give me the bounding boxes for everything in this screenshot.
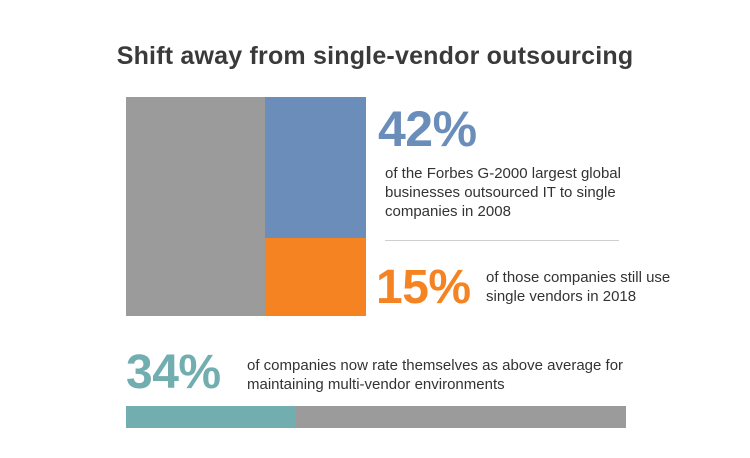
block-rest-segment	[126, 97, 265, 316]
share-bar-rest-segment	[296, 406, 626, 428]
divider	[385, 240, 619, 241]
share-bar-34-segment	[126, 406, 296, 428]
block-15-segment	[265, 238, 366, 316]
stat-42-value: 42%	[378, 101, 477, 157]
chart-title: Shift away from single-vendor outsourcin…	[116, 42, 634, 70]
stat-34-description: of companies now rate themselves as abov…	[247, 357, 624, 393]
block-42-segment	[265, 97, 366, 238]
stat-42-description: of the Forbes G-2000 largest global busi…	[385, 165, 621, 220]
stat-15-value: 15%	[376, 261, 471, 314]
proportion-block-chart	[126, 97, 366, 316]
stat-34-value: 34%	[126, 346, 221, 399]
stat-15-description: of those companies still use single vend…	[486, 269, 671, 305]
share-bar	[126, 406, 626, 428]
